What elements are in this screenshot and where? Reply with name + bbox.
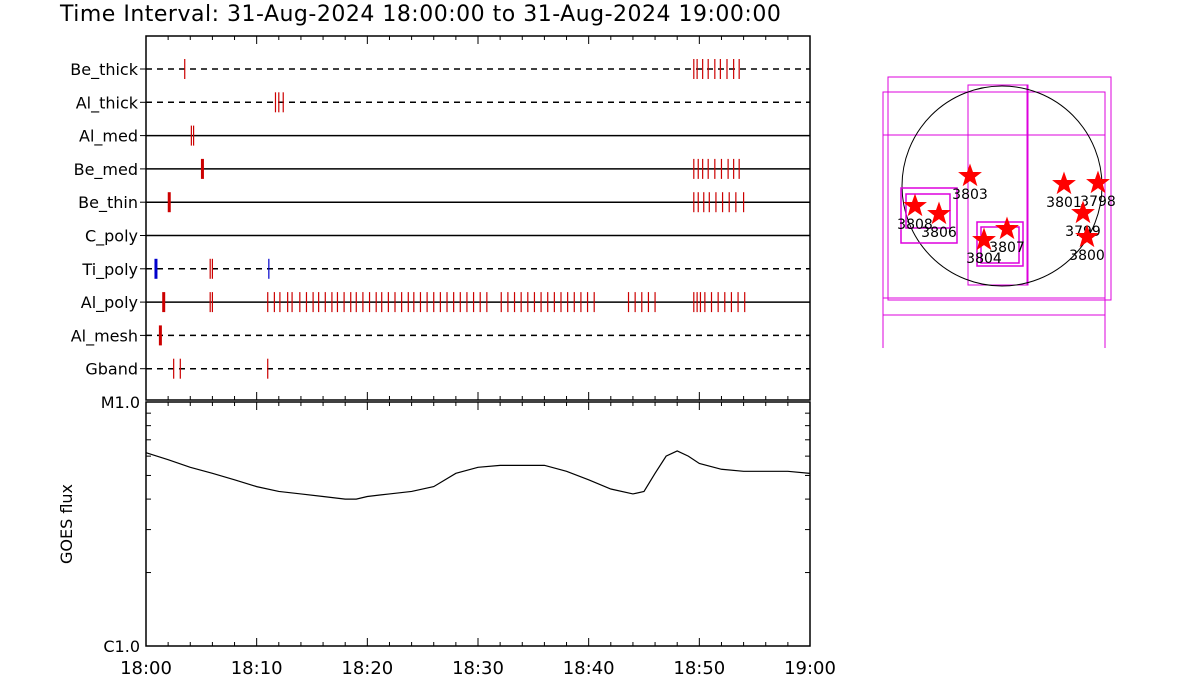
filter-label: Gband	[85, 360, 138, 379]
filter-label: Ti_poly	[81, 260, 138, 280]
region-star-icon	[903, 193, 927, 217]
goes-x-tick-label: 18:40	[563, 658, 615, 679]
region-star-icon	[995, 216, 1019, 240]
region-box	[900, 187, 958, 244]
goes-frame	[145, 401, 811, 647]
region-star-icon	[1071, 200, 1095, 224]
filter-label: Be_thin	[78, 193, 138, 213]
goes-flux-line	[145, 450, 811, 500]
region-label: 3808	[897, 217, 933, 233]
filter-timeline-panel: Be_thick Al_thick Al_med Be_med Be_thin C_pol…	[70, 35, 811, 401]
region-star-icon	[972, 227, 996, 251]
filter-label: Be_med	[74, 160, 138, 180]
goes-x-tick-label: 18:20	[341, 658, 393, 679]
region-label: 3806	[921, 225, 957, 241]
region-star-icon	[927, 201, 951, 225]
filter-label: Al_poly	[81, 293, 138, 313]
filter-label: Al_thick	[76, 93, 139, 113]
region-star-icon	[958, 163, 982, 187]
region-label: 3798	[1080, 194, 1116, 210]
filter-label: Al_mesh	[71, 326, 138, 346]
chart-title: Time Interval: 31-Aug-2024 18:00:00 to 3…	[60, 2, 782, 27]
goes-x-tick-label: 18:30	[452, 658, 504, 679]
region-label: 3804	[966, 251, 1002, 267]
region-label: 3807	[989, 240, 1025, 256]
fov-box	[887, 76, 1112, 301]
goes-x-tick-label: 18:50	[673, 658, 725, 679]
filter-label: Al_med	[79, 127, 138, 147]
goes-x-tick-label: 18:00	[120, 658, 172, 679]
region-box	[905, 193, 951, 229]
region-label: 3801	[1046, 195, 1082, 211]
region-label: 3803	[952, 187, 988, 203]
goes-y-tick-label: M1.0	[101, 393, 140, 412]
region-star-icon	[1075, 224, 1099, 248]
goes-flux-panel: M1.0 C1.0 GOES flux 18:00 18:10 18:20 18:30 18:…	[57, 393, 836, 679]
timeline-frame	[145, 35, 811, 401]
region-box	[976, 221, 1024, 267]
region-star-icon	[1086, 170, 1110, 194]
goes-x-tick-label: 19:00	[784, 658, 836, 679]
goes-y-axis-label: GOES flux	[57, 484, 76, 564]
goes-y-tick-label: C1.0	[103, 637, 140, 656]
region-label: 3800	[1069, 248, 1105, 264]
filter-label: C_poly	[85, 227, 138, 247]
region-star-icon	[1052, 171, 1076, 195]
filter-label: Be_thick	[70, 60, 138, 80]
fov-box	[967, 84, 1029, 286]
goes-x-tick-label: 18:10	[231, 658, 283, 679]
